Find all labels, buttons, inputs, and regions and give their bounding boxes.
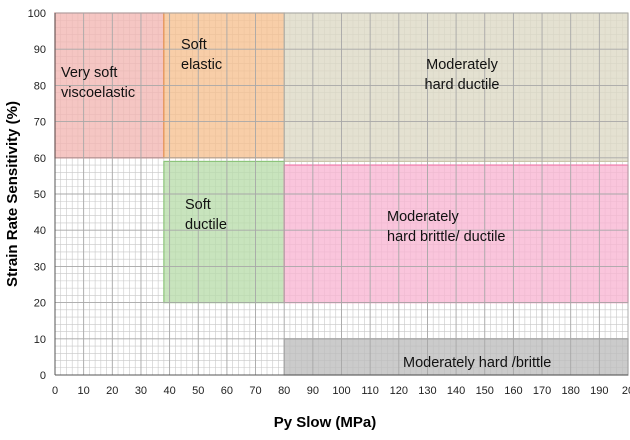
x-tick-label: 50 [192,385,204,397]
x-tick-label: 20 [622,385,630,397]
x-tick-label: 160 [504,385,522,397]
y-tick-label: 60 [34,153,46,165]
x-tick-label: 10 [78,385,90,397]
y-tick-label: 100 [28,8,46,20]
y-tick-label: 0 [40,370,46,382]
x-tick-label: 140 [447,385,465,397]
x-tick-label: 130 [418,385,436,397]
region-label-moderately-hard-brittle-ductile: Moderately hard brittle/ ductile [387,209,505,245]
y-tick-label: 80 [34,80,46,92]
x-tick-label: 120 [390,385,408,397]
region-labels: Very soft viscoelastic Soft elastic Moderate… [61,37,551,371]
y-tick-label: 50 [34,189,46,201]
major-gridlines [54,12,629,376]
x-tick-label: 40 [163,385,175,397]
y-tick-label: 10 [34,334,46,346]
y-tick-label: 40 [34,225,46,237]
y-tick-label: 20 [34,298,46,310]
x-tick-label: 30 [135,385,147,397]
y-axis-title: Strain Rate Sensitivity (%) [4,101,21,287]
x-tick-label: 70 [249,385,261,397]
x-tick-label: 110 [361,385,379,397]
region-label-soft-elastic: Soft elastic [181,37,222,73]
x-tick-labels: 0 10 20 30 40 50 60 70 80 90 100 110 120 130 140 150 160… [52,385,630,397]
x-tick-label: 20 [106,385,118,397]
x-tick-label: 150 [476,385,494,397]
axes [54,13,628,376]
y-tick-label: 30 [34,261,46,273]
y-tick-label: 70 [34,117,46,129]
x-tick-label: 190 [590,385,608,397]
region-label-moderately-hard-ductile: Moderately hard ductile [425,57,500,93]
region-label-soft-ductile: Soft ductile [185,197,227,233]
region-label-very-soft-viscoelastic: Very soft viscoelastic [61,65,135,101]
x-axis-title: Py Slow (MPa) [274,414,377,431]
x-tick-label: 80 [278,385,290,397]
x-tick-label: 180 [562,385,580,397]
y-tick-label: 90 [34,44,46,56]
x-tick-label: 90 [307,385,319,397]
y-tick-labels: 0 10 20 30 40 50 60 70 80 90 100 [28,8,46,382]
x-tick-label: 100 [332,385,350,397]
region-label-moderately-hard-brittle: Moderately hard /brittle [403,355,551,371]
x-tick-label: 170 [533,385,551,397]
x-tick-label: 60 [221,385,233,397]
x-tick-label: 0 [52,385,58,397]
